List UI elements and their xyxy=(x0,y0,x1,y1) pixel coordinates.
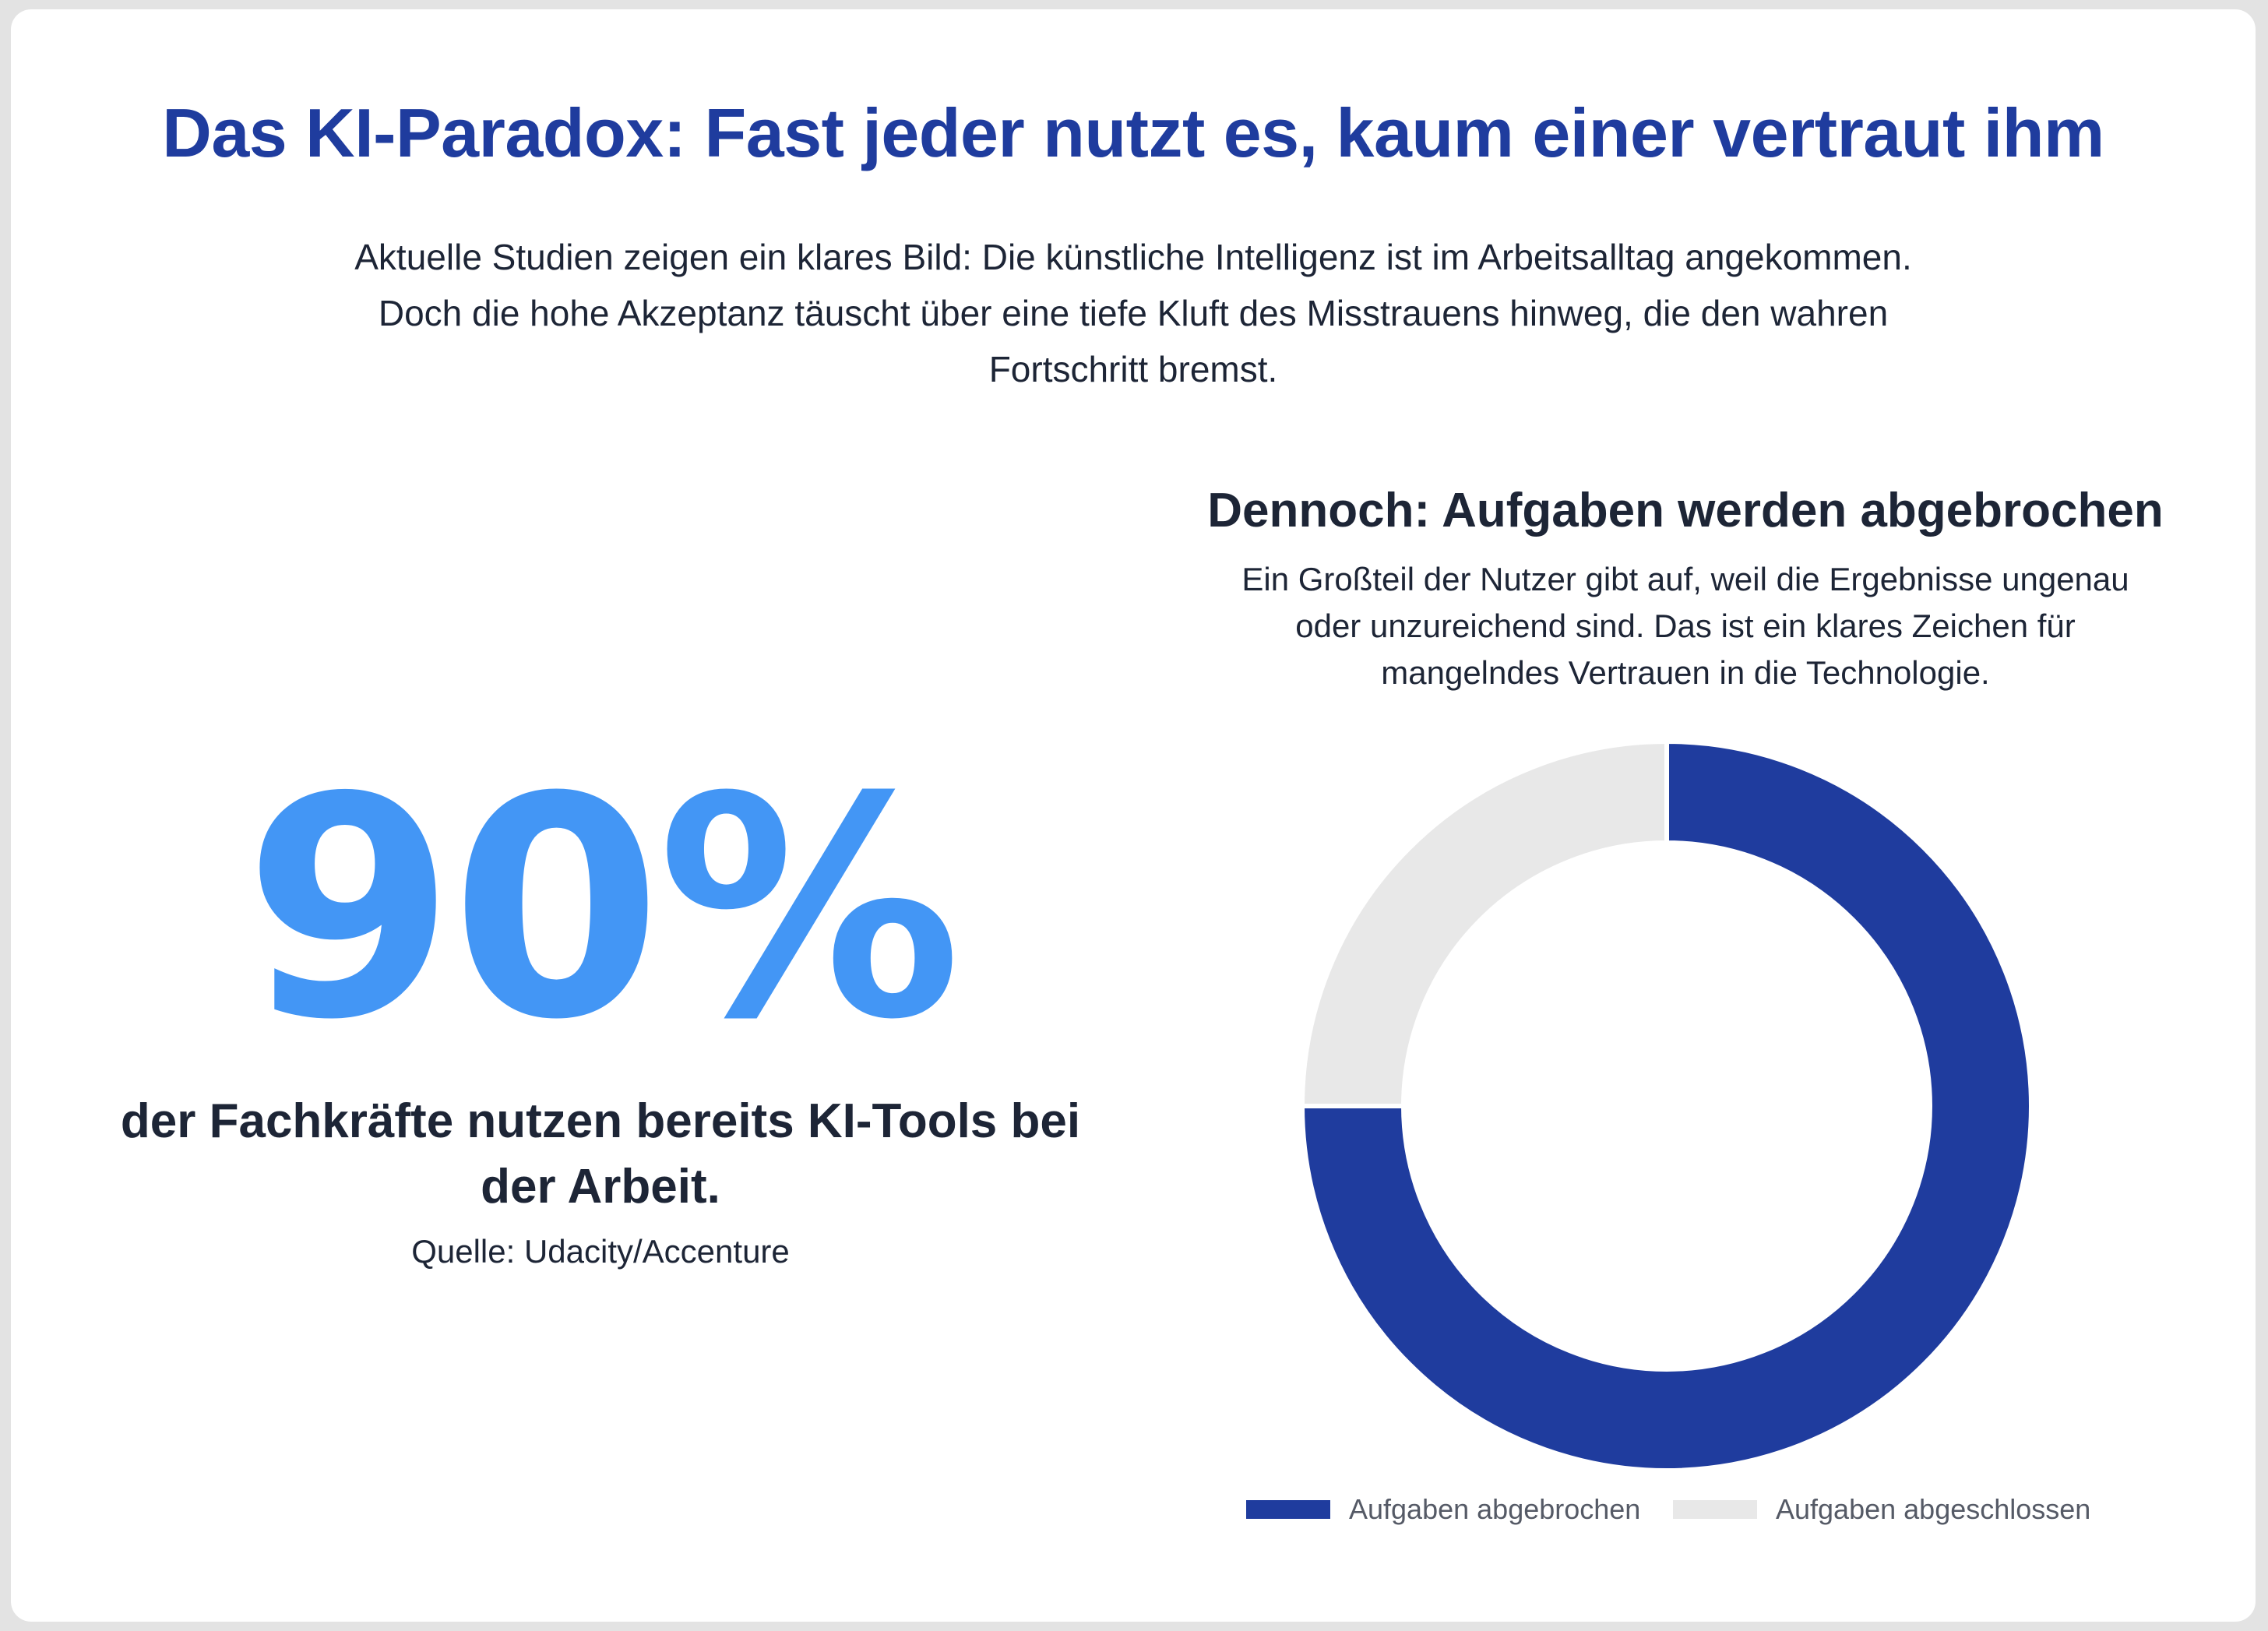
legend-swatch xyxy=(1246,1500,1330,1519)
legend-item-2[interactable]: Aufgaben abgeschlossen xyxy=(1673,1489,2090,1530)
stat-value: 90% xyxy=(244,732,962,1086)
donut-chart xyxy=(1299,738,2034,1473)
stat-panel: 90% der Fachkräfte nutzen bereits KI-Too… xyxy=(98,757,1103,1273)
legend-label: Aufgaben abgebrochen xyxy=(1349,1493,1641,1525)
stat-description-line-2: der Arbeit. xyxy=(481,1160,720,1214)
stat-description-line-1: der Fachkräfte nutzen bereits KI-Tools b… xyxy=(120,1094,1081,1148)
legend-swatch xyxy=(1673,1500,1757,1519)
intro-line-2: Doch die hohe Akzeptanz täuscht über ein… xyxy=(378,293,1889,333)
chart-subtitle-line-1: Ein Großteil der Nutzer gibt auf, weil d… xyxy=(1241,561,2129,597)
chart-title: Dennoch: Aufgaben werden abgebrochen xyxy=(1207,484,2164,537)
intro-text: Aktuelle Studien zeigen ein klares Bild:… xyxy=(268,229,1999,397)
stat-source: Quelle: Udacity/Accenture xyxy=(411,1233,790,1270)
chart-subtitle-line-3: mangelndes Vertrauen in die Technologie. xyxy=(1381,654,1990,691)
legend-label: Aufgaben abgeschlossen xyxy=(1776,1493,2091,1525)
chart-header: Dennoch: Aufgaben werden abgebrochen Ein… xyxy=(1195,474,2176,696)
donut-slice-2[interactable] xyxy=(1299,738,1669,1108)
legend-item-1[interactable]: Aufgaben abgebrochen xyxy=(1246,1489,1640,1530)
stat-description: der Fachkräfte nutzen bereits KI-Tools b… xyxy=(98,1089,1103,1220)
chart-subtitle: Ein Großteil der Nutzer gibt auf, weil d… xyxy=(1210,556,2161,696)
intro-line-1: Aktuelle Studien zeigen ein klares Bild:… xyxy=(354,237,1912,277)
chart-subtitle-line-2: oder unzureichend sind. Das ist ein klar… xyxy=(1295,608,2076,644)
page-title: Das KI-Paradox: Fast jeder nutzt es, kau… xyxy=(162,94,2104,171)
chart-legend: Aufgaben abgebrochen Aufgaben abgeschloss… xyxy=(1246,1489,2103,1530)
intro-line-3: Fortschritt bremst. xyxy=(988,349,1278,389)
donut-slice-1[interactable] xyxy=(1299,738,2034,1473)
